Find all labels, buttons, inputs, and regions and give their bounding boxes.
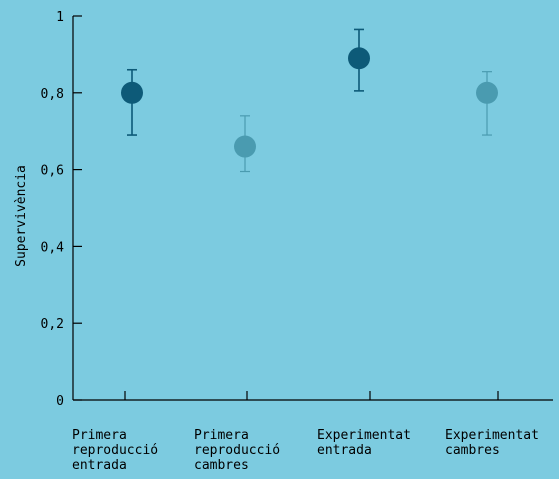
data-point <box>348 47 370 70</box>
data-point-group <box>121 68 143 136</box>
x-tick-label: cambres <box>445 443 500 458</box>
y-tick-label: 0,2 <box>41 317 64 332</box>
y-tick-label: 0 <box>56 394 64 409</box>
x-tick-label: entrada <box>72 458 127 473</box>
chart-marks <box>121 28 498 173</box>
y-tick-label: 0,8 <box>41 87 64 102</box>
x-tick-label: Primera <box>194 428 249 443</box>
data-point-group <box>348 28 370 92</box>
x-tick-label: Experimentat <box>445 428 539 443</box>
y-tick-label: 0,6 <box>41 164 64 179</box>
y-tick-label: 0,4 <box>41 240 65 255</box>
x-tick-label: Experimentat <box>317 428 411 443</box>
y-axis-label: Supervivència <box>14 165 29 267</box>
data-point-group <box>234 115 256 173</box>
x-tick-label: Primera <box>72 428 127 443</box>
data-point <box>476 81 498 104</box>
y-tick-label: 1 <box>56 10 64 25</box>
data-point-group <box>476 71 498 136</box>
x-tick-label: reproducció <box>194 443 280 458</box>
x-axis: PrimerareproduccióentradaPrimerareproduc… <box>72 391 553 473</box>
data-point <box>121 81 143 104</box>
x-tick-label: reproducció <box>72 443 158 458</box>
x-tick-label: cambres <box>194 458 249 473</box>
x-tick-label: entrada <box>317 443 372 458</box>
y-axis: 0 0,2 0,4 0,6 0,8 1 <box>41 10 82 409</box>
data-point <box>234 135 256 158</box>
